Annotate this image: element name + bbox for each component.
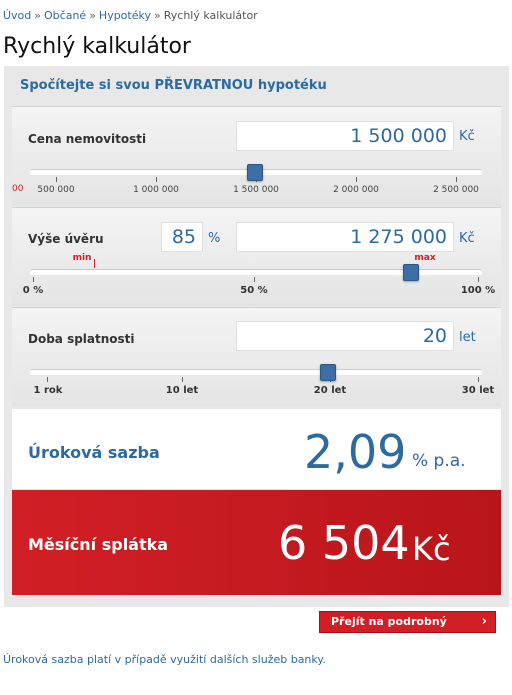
slider-tick [33,277,34,282]
property-price-panel: Cena nemovitosti 1 500 000 Kč 00 500 000… [12,106,501,206]
slider-tick-label: 20 let [313,385,347,396]
loan-term-label: Doba splatnosti [28,332,135,346]
loan-slider-handle[interactable] [403,264,419,281]
monthly-payment-unit: Kč [412,530,451,568]
loan-term-slider-track[interactable] [30,369,482,375]
slider-tick-label: 50 % [240,285,268,296]
interest-rate-value: 2,09 [304,425,407,479]
loan-amount-label: Výše úvěru [28,232,104,246]
loan-slider-track[interactable] [30,269,482,275]
slider-tick-label: 30 let [461,385,495,396]
slider-tick [356,177,357,182]
loan-term-panel: Doba splatnosti 20 let 1 rok 10 let 20 l… [12,307,501,407]
property-price-label: Cena nemovitosti [28,132,147,146]
slider-tick-label: 1 000 000 [133,185,179,195]
slider-tick-label: 0 % [22,285,44,296]
loan-min-label: min [72,253,92,263]
mortgage-calculator: Spočítejte si svou PŘEVRATNOU hypotéku C… [4,66,509,607]
loan-term-slider-handle[interactable] [320,364,336,381]
loan-term-input[interactable]: 20 [236,321,454,351]
slider-tick-label: 1 rok [33,385,63,396]
breadcrumb-link-citizens[interactable]: Občané [44,9,87,22]
chevron-right-icon: › [481,614,487,629]
calculator-heading: Spočítejte si svou PŘEVRATNOU hypotéku [20,78,327,93]
breadcrumb-link-home[interactable]: Úvod [3,9,32,22]
detailed-calculation-button[interactable]: Přejít na podrobný výpočet › [319,611,496,648]
interest-rate-unit: % p.a. [412,451,466,471]
loan-term-unit: let [459,330,476,345]
monthly-payment-box: Měsíční splátka 6 504 Kč [12,490,501,595]
slider-partial-tick-label: 00 [12,184,24,194]
interest-rate-box: Úroková sazba 2,09 % p.a. [12,409,501,489]
slider-tick [47,377,48,382]
breadcrumb-separator: » [89,9,96,22]
rate-footnote: Úroková sazba platí v případě využití da… [3,653,326,666]
slider-tick [156,177,157,182]
page-title: Rychlý kalkulátor [3,34,191,59]
slider-tick [478,277,479,282]
slider-tick-label: 100 % [460,285,496,296]
slider-tick-label: 500 000 [37,185,75,195]
slider-tick-label: 2 000 000 [333,185,379,195]
interest-rate-label: Úroková sazba [28,443,160,462]
loan-percent-unit: % [208,231,221,246]
monthly-payment-value: 6 504 [278,516,410,570]
property-price-unit: Kč [459,129,475,144]
slider-tick-label: 10 let [165,385,199,396]
loan-percent-input[interactable]: 85 [161,222,203,252]
property-price-slider-handle[interactable] [247,164,263,181]
slider-tick-label: 1 500 000 [233,185,279,195]
breadcrumb-link-mortgages[interactable]: Hypotéky [98,9,151,22]
breadcrumb-separator: » [153,9,161,22]
breadcrumb-current: Rychlý kalkulátor [163,9,258,22]
loan-amount-input[interactable]: 1 275 000 [236,222,454,252]
slider-tick [478,377,479,382]
loan-max-label: max [414,253,436,263]
property-price-input[interactable]: 1 500 000 [236,121,454,151]
slider-tick [182,377,183,382]
slider-tick [456,177,457,182]
breadcrumb: Úvod» Občané» Hypotéky» Rychlý kalkulátor [3,9,258,22]
slider-tick [56,177,57,182]
breadcrumb-separator: » [34,9,42,22]
detailed-calculation-button-label: Přejít na podrobný výpočet [331,615,447,648]
slider-tick-label: 2 500 000 [433,185,479,195]
monthly-payment-label: Měsíční splátka [28,535,169,554]
loan-amount-panel: Výše úvěru 85 % 1 275 000 Kč min max 0 %… [12,207,501,306]
slider-tick [254,277,255,282]
loan-amount-unit: Kč [459,231,475,246]
loan-min-marker [94,259,95,268]
